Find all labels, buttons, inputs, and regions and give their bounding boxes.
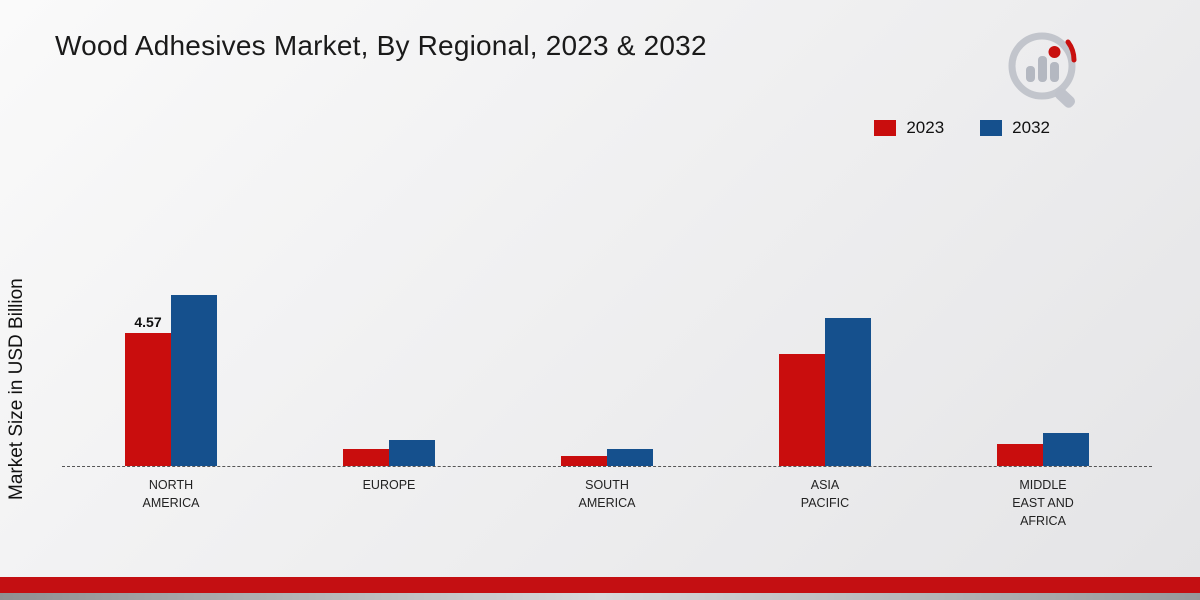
footer-accent-bar <box>0 577 1200 593</box>
category-label: EUROPE <box>362 478 416 492</box>
plot-area: 4.57 NORTH AMERICA EUROPE SOUTH AMERICA ASIA… <box>62 150 1152 528</box>
bar-wrap <box>1043 432 1089 466</box>
category-group: EUROPE <box>343 150 435 492</box>
bar-wrap <box>561 455 607 466</box>
bar-pair <box>343 439 435 466</box>
bar-2032-asia-pacific <box>825 318 871 466</box>
category-label: ASIA PACIFIC <box>800 478 850 511</box>
bar-2032-europe <box>389 439 435 466</box>
legend-label: 2032 <box>1012 118 1050 137</box>
bar-wrap <box>389 439 435 466</box>
bar-wrap: 4.57 <box>125 314 171 466</box>
bar-2032-middle-east-and-africa <box>1043 432 1089 466</box>
bar-pair <box>779 318 871 466</box>
chart-title: Wood Adhesives Market, By Regional, 2023… <box>55 30 707 61</box>
legend-item-2032: 2032 <box>980 118 1050 138</box>
category-group: SOUTH AMERICA <box>561 150 653 510</box>
bar-pair <box>997 432 1089 466</box>
legend-swatch-icon <box>874 120 897 136</box>
category-label: SOUTH AMERICA <box>578 478 636 511</box>
legend: 2023 2032 <box>874 118 1050 138</box>
bar-wrap <box>171 294 217 466</box>
bar-wrap <box>779 354 825 466</box>
legend-swatch-icon <box>980 120 1003 136</box>
bar-2023-south-america <box>561 455 607 466</box>
y-axis-label: Market Size in USD Billion <box>6 278 27 500</box>
bar-2023-middle-east-and-africa <box>997 444 1043 466</box>
footer-gradient-strip <box>0 593 1200 600</box>
category-group: ASIA PACIFIC <box>779 150 871 510</box>
bar-wrap <box>607 448 653 466</box>
legend-label: 2023 <box>906 118 945 137</box>
bar-2032-north-america <box>171 294 217 466</box>
bar-2023-europe <box>343 448 389 466</box>
category-label: MIDDLE EAST AND AFRICA <box>1012 478 1074 529</box>
category-label: NORTH AMERICA <box>142 478 200 511</box>
bar-wrap <box>997 444 1043 466</box>
category-group: 4.57 NORTH AMERICA <box>125 150 217 510</box>
bar-wrap <box>343 448 389 466</box>
bar-2023-asia-pacific <box>779 354 825 466</box>
bar-wrap <box>825 318 871 466</box>
bar-2023-north-america <box>125 333 171 466</box>
bar-pair: 4.57 <box>125 294 217 466</box>
category-group: MIDDLE EAST AND AFRICA <box>997 150 1089 528</box>
bar-2032-south-america <box>607 448 653 466</box>
market-research-logo-icon <box>1008 32 1077 108</box>
bar-pair <box>561 448 653 466</box>
data-label: 4.57 <box>134 314 162 331</box>
legend-item-2023: 2023 <box>874 118 944 138</box>
